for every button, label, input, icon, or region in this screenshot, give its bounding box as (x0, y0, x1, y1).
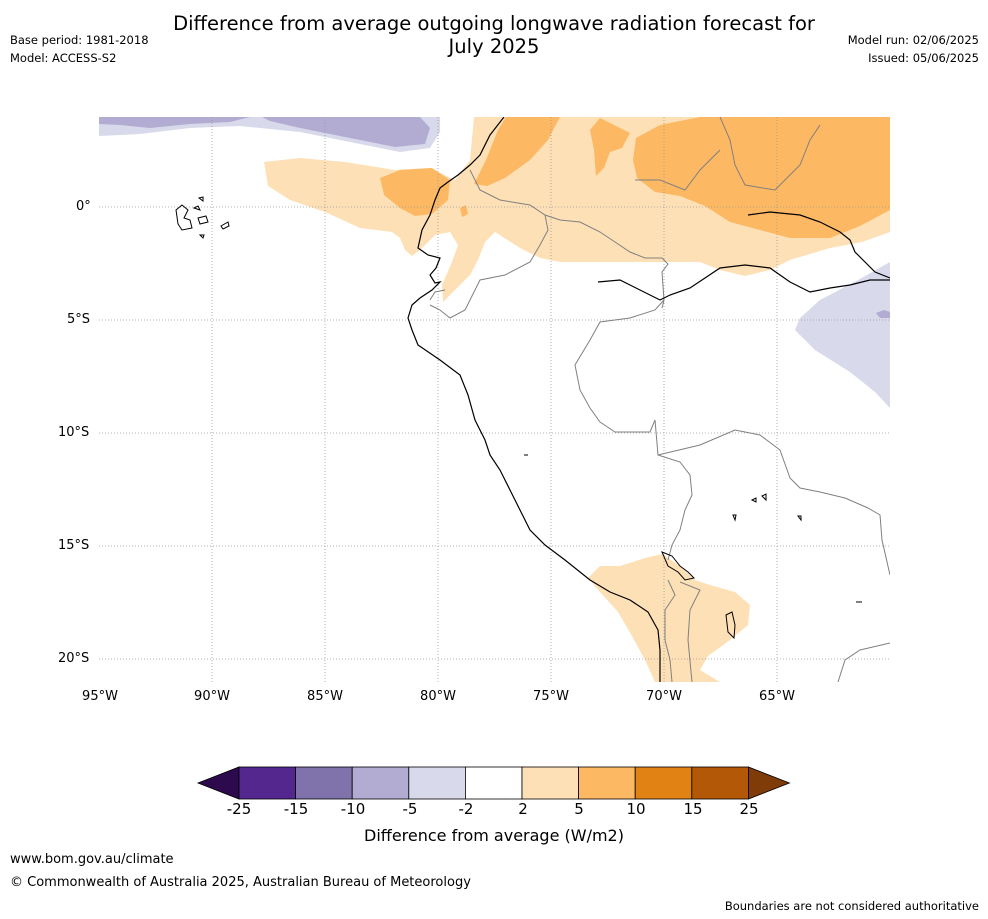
colorbar-segment (238, 766, 296, 800)
anomaly-positive-south (588, 554, 750, 682)
galapagos-islands (175, 196, 230, 239)
anomaly-negative-east-patch (876, 310, 890, 318)
issued-date: Issued: 05/06/2025 (868, 51, 979, 65)
anomaly-positive-north-strong-b (474, 117, 560, 186)
model-run: Model run: 02/06/2025 (847, 33, 979, 47)
title-line-1: Difference from average outgoing longwav… (173, 12, 815, 35)
footer-copyright: © Commonwealth of Australia 2025, Austra… (10, 875, 471, 890)
lon-label-95w: 95°W (82, 689, 118, 704)
country-boundaries (429, 117, 890, 682)
colorbar-tick: 10 (626, 800, 646, 818)
lake-titicaca (661, 551, 695, 581)
map-plot-area (99, 117, 890, 682)
lon-label-90w: 90°W (194, 689, 230, 704)
colorbar-tick: -10 (340, 800, 366, 818)
anomaly-positive-north-strong-e (460, 205, 468, 217)
footer-url[interactable]: www.bom.gov.au/climate (10, 852, 174, 867)
base-period: Base period: 1981-2018 (10, 33, 149, 47)
colorbar-segment (351, 766, 410, 800)
lat-label-20s: 20°S (58, 651, 90, 666)
colorbar-ticks: -25 -15 -10 -5 -2 2 5 10 15 25 (0, 800, 988, 820)
anomaly-negative-north-strong-2 (262, 117, 430, 147)
lon-label-70w: 70°W (646, 689, 682, 704)
footer-disclaimer: Boundaries are not considered authoritat… (724, 899, 979, 913)
lon-label-65w: 65°W (759, 689, 795, 704)
colorbar (196, 766, 791, 800)
colorbar-tick: -2 (458, 800, 474, 818)
colorbar-segment (521, 766, 579, 800)
colorbar-tick: 5 (574, 800, 584, 818)
lat-label-15s: 15°S (58, 538, 90, 553)
colorbar-segment (634, 766, 693, 800)
lon-label-85w: 85°W (307, 689, 343, 704)
colorbar-tick: -25 (226, 800, 252, 818)
lon-gridlines (211, 117, 778, 682)
colorbar-segment (408, 766, 466, 800)
model-name: Model: ACCESS-S2 (10, 51, 117, 65)
title-line-2: July 2025 (448, 35, 540, 58)
anomaly-positive-north-strong-a (380, 168, 450, 216)
anomaly-negative-east (795, 262, 890, 408)
lon-label-75w: 75°W (533, 689, 569, 704)
anomaly-positive-north-strong-c (590, 118, 630, 176)
colorbar-tick: 15 (683, 800, 703, 818)
colorbar-tick: 2 (518, 800, 528, 818)
meta-right: Model run: 02/06/2025 Issued: 05/06/2025 (848, 31, 979, 67)
anomaly-negative-north-strong (99, 117, 250, 128)
map-title: Difference from average outgoing longwav… (0, 12, 988, 58)
colorbar-segments (196, 766, 791, 800)
lat-label-10s: 10°S (58, 425, 90, 440)
lat-label-0: 0° (76, 199, 91, 214)
small-lakes (524, 454, 862, 640)
colorbar-segment (578, 766, 636, 800)
lon-label-80w: 80°W (420, 689, 456, 704)
meta-left: Base period: 1981-2018 Model: ACCESS-S2 (10, 31, 149, 67)
lat-label-5s: 5°S (67, 312, 91, 327)
coastline (407, 117, 890, 682)
colorbar-tick: -5 (402, 800, 418, 818)
colorbar-segment (464, 766, 523, 800)
colorbar-tick: 25 (739, 800, 759, 818)
anomaly-positive-north-strong-d (633, 117, 890, 238)
colorbar-tick: -15 (283, 800, 309, 818)
colorbar-label: Difference from average (W/m2) (364, 826, 624, 845)
colorbar-segment (691, 766, 749, 800)
colorbar-extend-high (748, 766, 791, 800)
colorbar-segment (295, 766, 353, 800)
colorbar-extend-low (196, 766, 240, 800)
